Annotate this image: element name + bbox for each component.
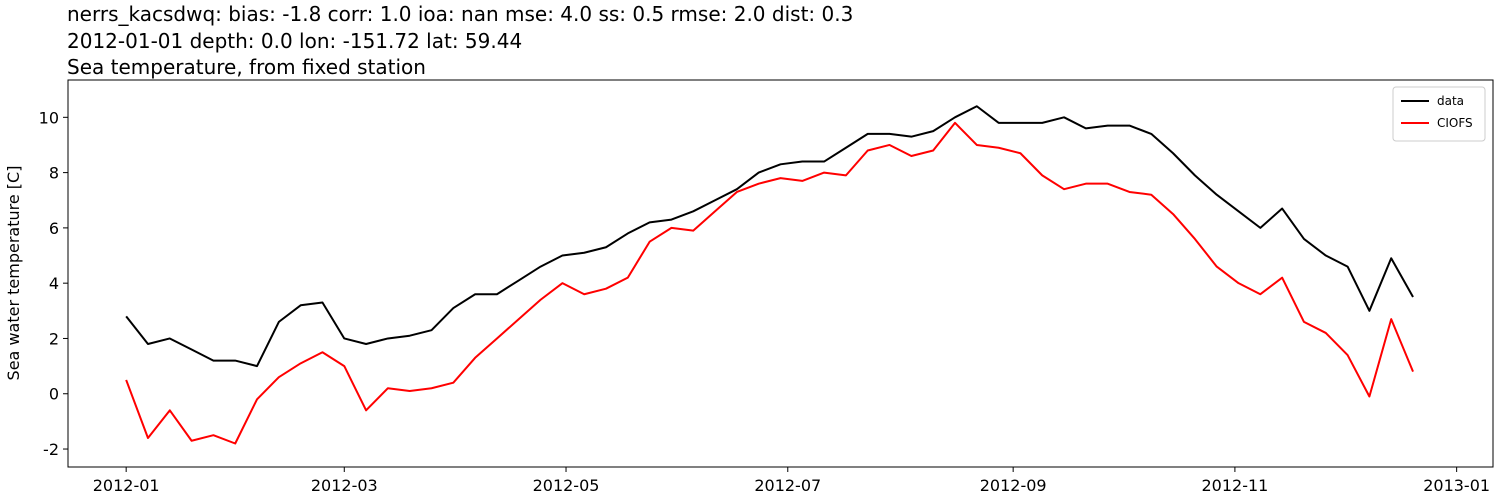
y-tick-label: 2 xyxy=(49,329,59,348)
legend-label: CIOFS xyxy=(1437,116,1473,130)
data-line xyxy=(125,121,1414,445)
x-tick-label: 2013-01 xyxy=(1423,476,1490,495)
x-tick-label: 2012-01 xyxy=(93,476,160,495)
y-tick-label: 8 xyxy=(49,164,59,183)
y-tick-label: 4 xyxy=(49,274,59,293)
y-tick-label: 6 xyxy=(49,219,59,238)
y-tick-label: 10 xyxy=(39,108,59,127)
x-tick-label: 2012-11 xyxy=(1201,476,1268,495)
chart-title: nerrs_kacsdwq: bias: -1.8 corr: 1.0 ioa:… xyxy=(67,2,853,26)
data-line xyxy=(125,105,1414,368)
x-tick-label: 2012-03 xyxy=(311,476,378,495)
x-tick-label: 2012-09 xyxy=(980,476,1047,495)
x-tick-label: 2012-05 xyxy=(533,476,600,495)
x-tick-label: 2012-07 xyxy=(754,476,821,495)
plot-frame xyxy=(67,79,1494,468)
chart-subtitle: 2012-01-01 depth: 0.0 lon: -151.72 lat: … xyxy=(67,29,522,53)
y-tick-label: 0 xyxy=(49,385,59,404)
chart-subtitle: Sea temperature, from fixed station xyxy=(67,55,426,79)
y-axis-label: Sea water temperature [C] xyxy=(4,166,23,381)
legend-label: data xyxy=(1437,94,1464,108)
y-tick-label: -2 xyxy=(43,440,59,459)
